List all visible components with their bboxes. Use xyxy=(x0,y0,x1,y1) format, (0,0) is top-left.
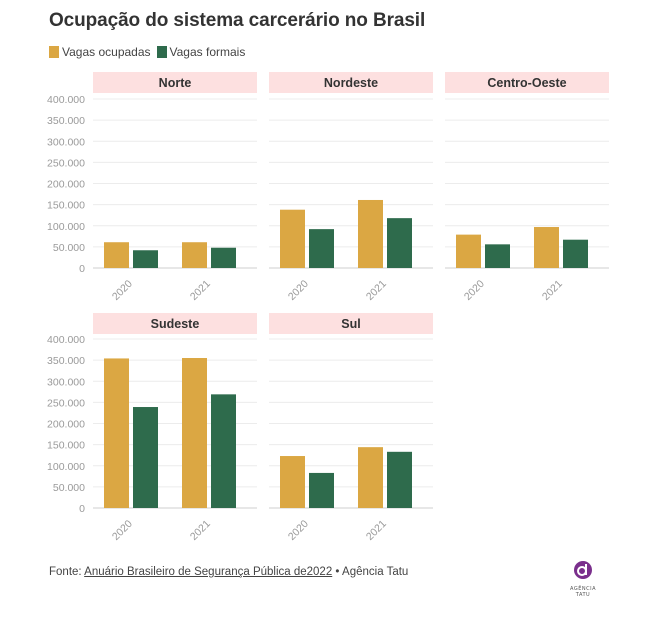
y-tick-label-norte-0: 0 xyxy=(79,263,85,275)
bar-sudeste-vagas-ocupadas-2021 xyxy=(182,358,207,508)
bar-sudeste-vagas-ocupadas-2020 xyxy=(104,358,129,508)
source-separator: • xyxy=(332,566,343,578)
bar-nordeste-vagas-formais-2020 xyxy=(309,229,334,268)
x-tick-label-nordeste-2020: 2020 xyxy=(286,278,311,303)
agencia-tatu-logo-icon: AGÊNCIA TATU xyxy=(563,560,603,598)
bar-sul-vagas-formais-2021 xyxy=(387,451,412,508)
panel-header-sudeste xyxy=(93,313,257,334)
y-tick-label-norte-5: 250.000 xyxy=(47,157,85,169)
x-tick-label-sul-2020: 2020 xyxy=(286,518,311,543)
bar-norte-vagas-ocupadas-2020 xyxy=(104,242,129,268)
source-credit: Agência Tatu xyxy=(342,566,409,578)
legend-item-vagas-formais[interactable]: Vagas formais xyxy=(156,45,246,59)
panel-header-centro-oeste xyxy=(445,72,609,93)
bar-sul-vagas-ocupadas-2021 xyxy=(358,447,383,508)
bar-centro-oeste-vagas-formais-2020 xyxy=(485,244,510,268)
legend-item-vagas-ocupadas[interactable]: Vagas ocupadas xyxy=(49,45,151,59)
y-tick-label-sudeste-2: 100.000 xyxy=(47,461,85,473)
y-tick-label-sudeste-1: 50.000 xyxy=(53,482,85,494)
y-tick-label-sudeste-3: 150.000 xyxy=(47,440,85,452)
y-tick-label-norte-7: 350.000 xyxy=(47,115,85,127)
source-footer: Fonte: Anuário Brasileiro de Segurança P… xyxy=(49,566,408,578)
panel-title-sul: Sul xyxy=(341,317,360,331)
x-tick-label-centro-oeste-2020: 2020 xyxy=(462,278,487,303)
legend-label-vagas-formais: Vagas formais xyxy=(169,45,246,59)
bar-sul-vagas-ocupadas-2020 xyxy=(280,456,305,508)
bar-norte-vagas-formais-2021 xyxy=(211,247,236,268)
x-tick-label-centro-oeste-2021: 2021 xyxy=(540,278,565,303)
legend: Vagas ocupadas Vagas formais xyxy=(49,45,251,59)
y-tick-label-sudeste-0: 0 xyxy=(79,503,85,515)
x-tick-label-norte-2020: 2020 xyxy=(110,278,135,303)
bar-centro-oeste-vagas-ocupadas-2020 xyxy=(456,234,481,268)
y-tick-label-norte-3: 150.000 xyxy=(47,200,85,212)
y-tick-label-sudeste-5: 250.000 xyxy=(47,397,85,409)
y-tick-label-sudeste-7: 350.000 xyxy=(47,355,85,367)
y-tick-label-sudeste-6: 300.000 xyxy=(47,376,85,388)
panel-title-nordeste: Nordeste xyxy=(324,76,378,90)
x-tick-label-sudeste-2021: 2021 xyxy=(188,518,213,543)
panel-title-norte: Norte xyxy=(159,76,192,90)
legend-swatch-vagas-formais xyxy=(156,46,167,58)
panel-header-nordeste xyxy=(269,72,433,93)
bar-nordeste-vagas-ocupadas-2020 xyxy=(280,209,305,268)
x-tick-label-sul-2021: 2021 xyxy=(364,518,389,543)
legend-label-vagas-ocupadas: Vagas ocupadas xyxy=(62,45,151,59)
source-prefix: Fonte: xyxy=(49,566,85,578)
x-tick-label-norte-2021: 2021 xyxy=(188,278,213,303)
panel-header-sul xyxy=(269,313,433,334)
y-tick-label-sudeste-8: 400.000 xyxy=(47,334,85,346)
bar-norte-vagas-formais-2020 xyxy=(133,250,158,268)
y-tick-label-norte-8: 400.000 xyxy=(47,94,85,106)
bar-sul-vagas-formais-2020 xyxy=(309,472,334,508)
x-tick-label-sudeste-2020: 2020 xyxy=(110,518,135,543)
panel-title-centro-oeste: Centro-Oeste xyxy=(487,76,566,90)
panel-header-norte xyxy=(93,72,257,93)
bar-nordeste-vagas-formais-2021 xyxy=(387,218,412,268)
panel-title-sudeste: Sudeste xyxy=(151,317,200,331)
bar-sudeste-vagas-formais-2021 xyxy=(211,394,236,508)
chart-title: Ocupação do sistema carcerário no Brasil xyxy=(49,10,426,31)
bar-centro-oeste-vagas-formais-2021 xyxy=(563,239,588,268)
bar-centro-oeste-vagas-ocupadas-2021 xyxy=(534,227,559,268)
y-tick-label-norte-6: 300.000 xyxy=(47,136,85,148)
y-tick-label-norte-1: 50.000 xyxy=(53,242,85,254)
y-tick-label-norte-2: 100.000 xyxy=(47,221,85,233)
bar-nordeste-vagas-ocupadas-2021 xyxy=(358,199,383,268)
bar-norte-vagas-ocupadas-2021 xyxy=(182,242,207,268)
y-tick-label-sudeste-4: 200.000 xyxy=(47,419,85,431)
y-tick-label-norte-4: 200.000 xyxy=(47,179,85,191)
small-multiples-chart: Norte 0 50.000 100.000 150.000 200.000 250.000… xyxy=(47,72,609,543)
source-link[interactable]: Anuário Brasileiro de Segurança Pública … xyxy=(84,566,333,578)
tatu-logo-mark-icon xyxy=(574,561,592,579)
logo-text: AGÊNCIA TATU xyxy=(570,586,596,598)
bar-sudeste-vagas-formais-2020 xyxy=(133,407,158,508)
legend-swatch-vagas-ocupadas xyxy=(49,46,59,58)
x-tick-label-nordeste-2021: 2021 xyxy=(364,278,389,303)
